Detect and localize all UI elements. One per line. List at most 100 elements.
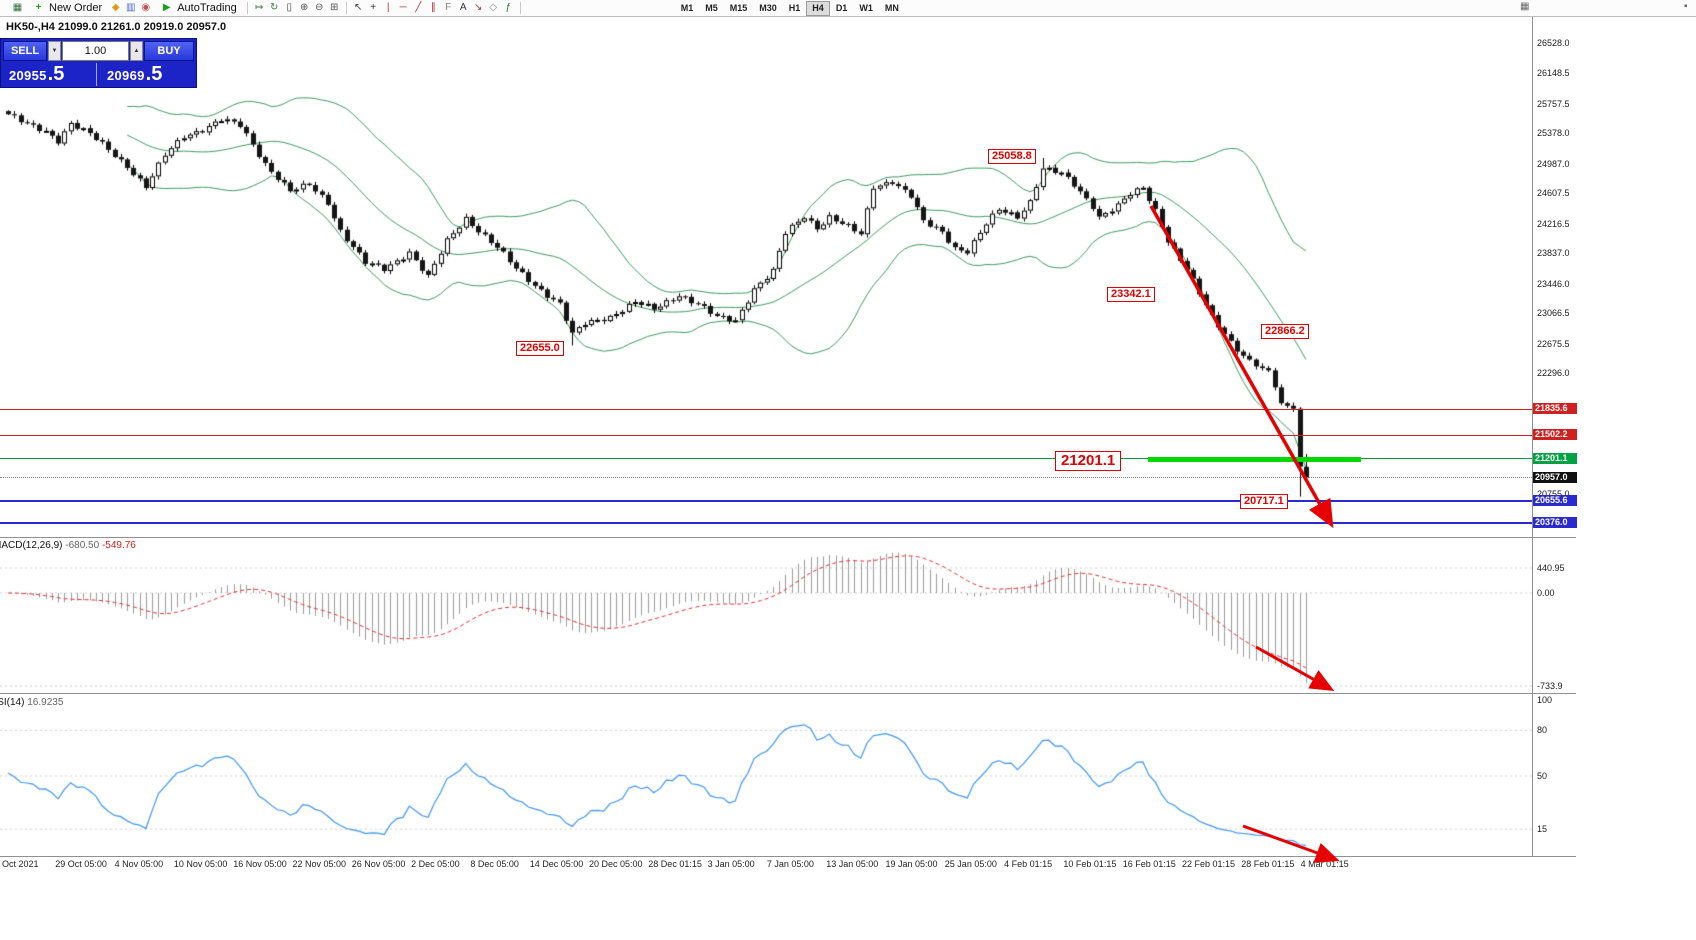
time-axis-label: 13 Jan 05:00 — [826, 859, 879, 869]
cursor-icon[interactable]: ↖ — [354, 2, 363, 13]
arrange-windows-icon[interactable]: ▦ — [1520, 1, 1530, 12]
timeframe-M5[interactable]: M5 — [705, 2, 718, 13]
macd-indicator-label: MACD(12,26,9) -680.50 -549.76 — [0, 540, 136, 551]
indicators-icon[interactable]: ƒ — [505, 2, 511, 13]
time-axis-label: 26 Nov 05:00 — [351, 859, 406, 869]
data-window-icon[interactable]: ▥ — [125, 2, 136, 13]
chart-price-label[interactable]: 25058.8 — [988, 149, 1036, 164]
symbol-ohlc-readout: HK50-,H4 21099.0 21261.0 20919.0 20957.0 — [6, 21, 227, 33]
sell-price[interactable]: 20955 .5 — [3, 63, 96, 86]
channel-icon[interactable]: ∥ — [430, 2, 436, 13]
time-axis-label: 28 Feb 01:15 — [1241, 859, 1295, 869]
price-axis-tick: 25757.5 — [1537, 98, 1570, 109]
time-axis-label: 14 Dec 05:00 — [529, 859, 584, 869]
navigator-icon[interactable]: ◉ — [141, 2, 151, 13]
price-level-line-21835.6[interactable] — [0, 408, 1532, 410]
volume-input[interactable] — [62, 41, 129, 61]
chart-price-label[interactable]: 20717.1 — [1240, 494, 1288, 509]
macd-axis-tick: 440.95 — [1537, 563, 1565, 573]
time-axis-label: 28 Dec 01:15 — [648, 859, 702, 869]
fibonacci-icon[interactable]: F — [445, 2, 452, 13]
price-axis-badge: 20957.0 — [1533, 471, 1577, 483]
timeframe-M1[interactable]: M1 — [680, 2, 694, 13]
price-axis-badge: 21835.6 — [1533, 403, 1577, 415]
time-axis-label: 2 Dec 05:00 — [411, 859, 460, 869]
price-axis-tick: 22675.5 — [1537, 338, 1570, 349]
price-axis-tick: 20755.0 — [1537, 488, 1570, 499]
price-axis-badge: 21502.2 — [1533, 429, 1577, 441]
buy-price[interactable]: 20969 .5 — [96, 62, 194, 86]
price-level-line-21201.1[interactable] — [0, 458, 1532, 460]
chart-shift-icon[interactable]: ↦ — [255, 2, 264, 13]
macd-axis-tick: 0.00 — [1537, 588, 1555, 598]
timeframe-D1[interactable]: D1 — [835, 2, 848, 13]
buy-button[interactable]: BUY — [144, 41, 194, 61]
price-axis-tick: 26148.5 — [1537, 68, 1570, 78]
rsi-indicator-label: RSI(14) 16.9235 — [0, 697, 64, 708]
timeframe-M30[interactable]: M30 — [759, 2, 777, 13]
zoom-out-icon[interactable]: ⊖ — [315, 2, 324, 13]
horizontal-line-icon[interactable]: ─ — [399, 2, 407, 13]
vertical-line-icon[interactable]: | — [386, 2, 390, 13]
time-axis-label: 8 Dec 05:00 — [470, 859, 519, 869]
time-axis-label: 22 Nov 05:00 — [292, 859, 347, 869]
timeframe-H1[interactable]: H1 — [788, 2, 801, 13]
timeframe-MN[interactable]: MN — [884, 2, 899, 13]
sell-price-main: 20955 — [9, 67, 47, 83]
volume-decrease-button[interactable]: ▼ — [48, 41, 61, 61]
price-axis-badge: 21201.1 — [1533, 452, 1577, 464]
autotrading-button[interactable]: ▶ AutoTrading — [153, 1, 243, 16]
chart-price-label[interactable]: 23342.1 — [1107, 287, 1155, 302]
profile-icon[interactable]: ◆ — [111, 2, 120, 13]
trendline-icon[interactable]: ╱ — [415, 2, 422, 13]
chart-price-label[interactable]: 21201.1 — [1055, 451, 1122, 471]
crosshair-icon[interactable]: + — [370, 2, 377, 13]
macd-panel-canvas[interactable] — [0, 538, 1532, 692]
price-level-line-20957[interactable] — [0, 477, 1532, 479]
zoom-in-icon[interactable]: ⊕ — [300, 2, 309, 13]
autotrading-play-icon: ▶ — [162, 2, 171, 13]
price-axis-badge: 20376.0 — [1533, 517, 1577, 529]
candlestick-chart-icon[interactable]: ▯ — [286, 2, 292, 13]
text-icon[interactable]: A — [459, 2, 467, 13]
price-level-line-20376[interactable] — [0, 522, 1532, 525]
time-axis-divider — [0, 856, 1576, 857]
toolbar-separator — [519, 2, 521, 14]
rsi-axis-tick: 15 — [1537, 824, 1548, 835]
tile-windows-icon[interactable]: ⊞ — [330, 2, 339, 13]
volume-increase-button[interactable]: ▲ — [130, 41, 143, 61]
main-toolbar: ▦ + New Order ◆ ▥ ◉ ▶ AutoTrading ↦ ↻ ▯ ⊕ ⊖ ⊞ ↖… — [0, 0, 1696, 16]
timeframe-W1[interactable]: W1 — [859, 2, 873, 13]
macd-axis-tick: -733.9 — [1537, 681, 1563, 691]
price-level-line-20655.6[interactable] — [0, 500, 1532, 503]
time-axis-label: 16 Feb 01:15 — [1122, 859, 1176, 869]
rsi-panel-divider — [0, 693, 1576, 694]
new-chart-icon[interactable]: ▦ — [12, 2, 23, 13]
timeframe-H4[interactable]: H4 — [806, 0, 830, 16]
timeframe-M15[interactable]: M15 — [729, 2, 748, 13]
chart-price-label[interactable]: 22655.0 — [516, 341, 564, 356]
price-axis-tick: 23066.5 — [1537, 308, 1570, 319]
support-zone-bar[interactable] — [1148, 456, 1361, 462]
time-axis-label: 22 Feb 01:15 — [1182, 859, 1236, 869]
auto-scroll-icon[interactable]: ↻ — [270, 2, 279, 13]
time-axis-label: 4 Nov 05:00 — [114, 859, 164, 869]
chart-price-label[interactable]: 22866.2 — [1261, 324, 1309, 339]
scroll-corner-icon[interactable]: ▪ — [1684, 1, 1688, 12]
shapes-icon[interactable]: ◇ — [489, 2, 498, 13]
toolbar-separator — [345, 2, 347, 14]
time-axis-label: 7 Jan 05:00 — [766, 859, 814, 869]
new-order-button[interactable]: + New Order — [25, 1, 108, 16]
autotrading-label: AutoTrading — [177, 1, 237, 14]
time-axis-label: 4 Feb 01:15 — [1004, 859, 1053, 869]
sell-button[interactable]: SELL — [3, 41, 47, 61]
rsi-axis-tick: 80 — [1537, 725, 1548, 736]
price-level-line-21502.2[interactable] — [0, 434, 1532, 436]
time-axis-label: 25 Jan 05:00 — [944, 859, 997, 869]
rsi-panel-canvas[interactable] — [0, 694, 1532, 855]
rsi-axis-tick: 100 — [1537, 695, 1553, 705]
price-axis-tick: 23837.0 — [1537, 248, 1570, 259]
time-axis-label: 29 Oct 05:00 — [55, 859, 107, 869]
arrows-icon[interactable]: ↘ — [474, 2, 483, 13]
